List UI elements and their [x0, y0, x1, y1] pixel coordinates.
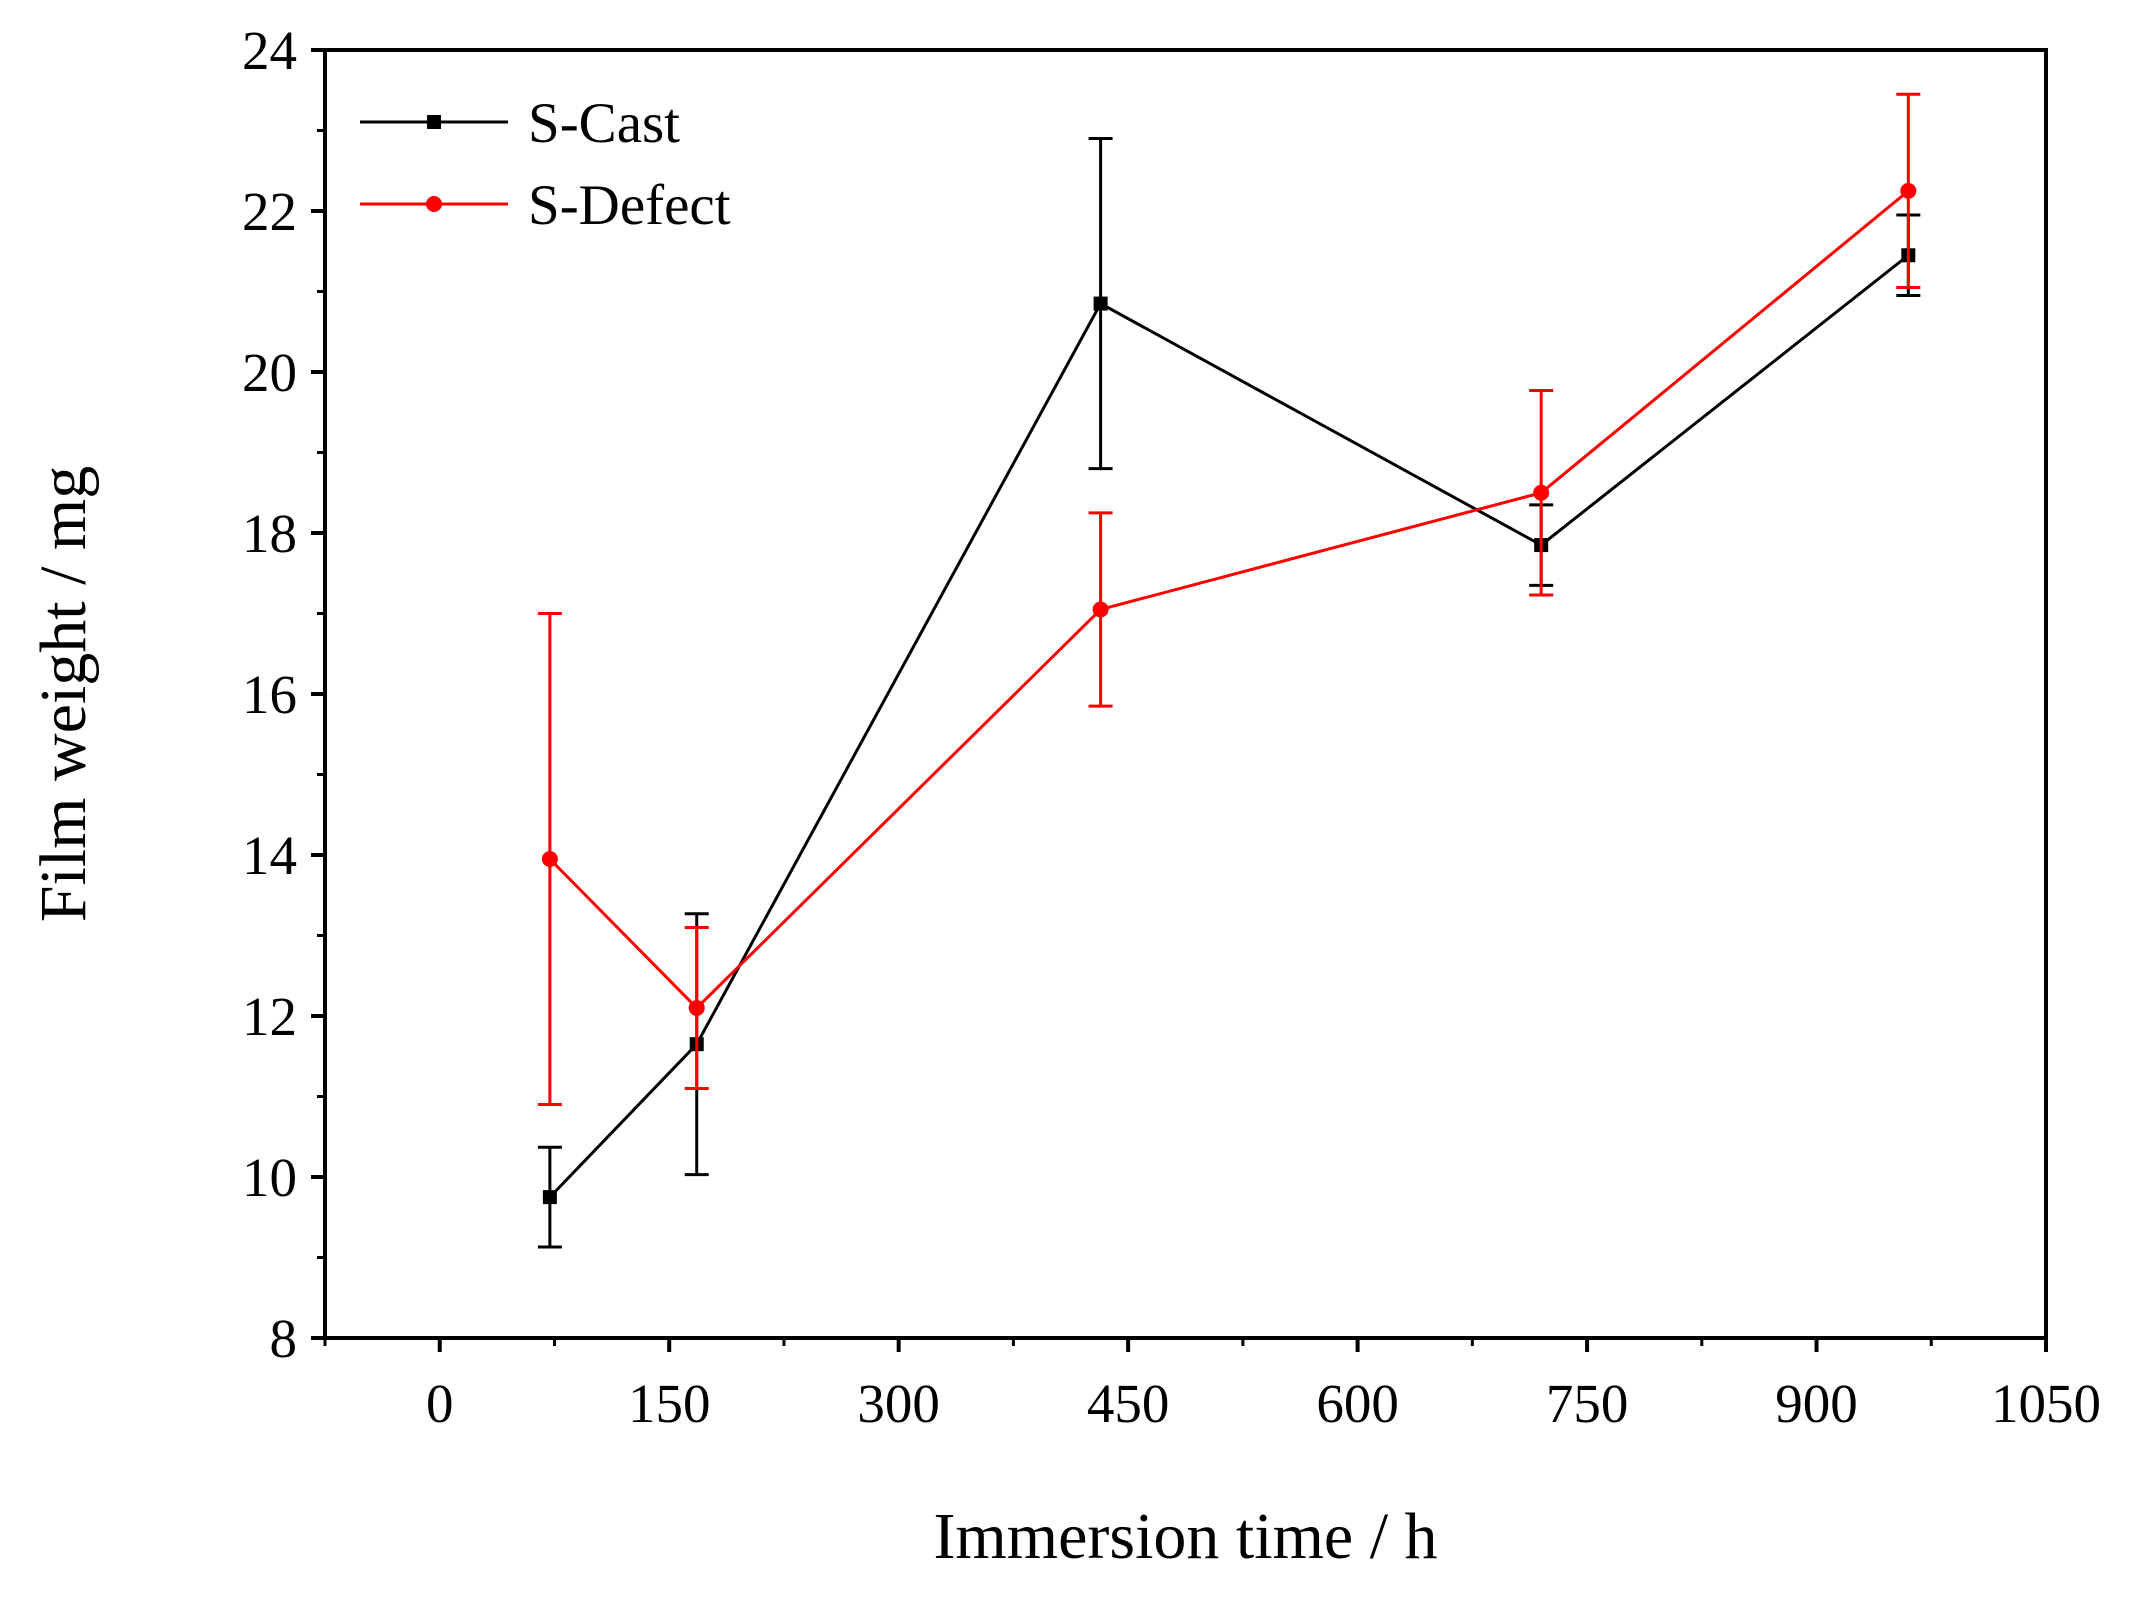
- series-line: [548, 189, 1910, 1011]
- data-point: [1533, 484, 1550, 501]
- y-tick-label: 12: [242, 986, 297, 1047]
- x-tick-label: 300: [857, 1373, 940, 1434]
- legend-label: S-Defect: [528, 174, 731, 237]
- x-tick-label: 750: [1546, 1373, 1629, 1434]
- x-tick-label: 1050: [1991, 1373, 2101, 1434]
- y-tick-label: 10: [242, 1147, 297, 1208]
- y-tick-label: 24: [242, 20, 297, 81]
- y-tick-label: 16: [242, 664, 297, 725]
- y-tick-label: 18: [242, 503, 297, 564]
- x-tick-label: 900: [1775, 1373, 1858, 1434]
- legend-item-s-defect: S-Defect: [360, 174, 731, 237]
- y-tick-label: 8: [270, 1308, 298, 1369]
- data-point: [542, 1190, 557, 1205]
- series-line: [548, 254, 1910, 1199]
- y-tick-label: 20: [242, 342, 297, 403]
- plot-area-frame: [323, 48, 2048, 1340]
- series-layer: [537, 92, 1921, 1249]
- data-point: [1092, 601, 1109, 618]
- x-tick-label: 150: [628, 1373, 711, 1434]
- x-axis-title: Immersion time / h: [933, 1500, 1437, 1573]
- series-s-defect: [537, 92, 1921, 1107]
- y-axis: 8 10 12 14 16 18 20 22 24: [242, 20, 325, 1369]
- series-s-cast: [537, 137, 1921, 1249]
- data-point: [688, 999, 705, 1016]
- data-point: [1093, 296, 1108, 311]
- legend-label: S-Cast: [528, 92, 680, 155]
- y-tick-label: 14: [242, 825, 297, 886]
- plot-frame: [323, 48, 2048, 1340]
- x-tick-label: 450: [1087, 1373, 1170, 1434]
- x-tick-label: 0: [426, 1373, 454, 1434]
- data-point: [1900, 182, 1917, 199]
- x-tick-label: 600: [1316, 1373, 1399, 1434]
- legend-marker: [427, 115, 441, 129]
- x-axis: 0 150 300 450 600 750 900 1050: [323, 1338, 2101, 1434]
- legend: S-Cast S-Defect: [360, 92, 731, 237]
- y-axis-title: Film weight / mg: [27, 466, 100, 923]
- legend-item-s-cast: S-Cast: [360, 92, 680, 155]
- legend-marker: [426, 196, 442, 212]
- y-tick-label: 22: [242, 181, 297, 242]
- data-point: [541, 851, 558, 868]
